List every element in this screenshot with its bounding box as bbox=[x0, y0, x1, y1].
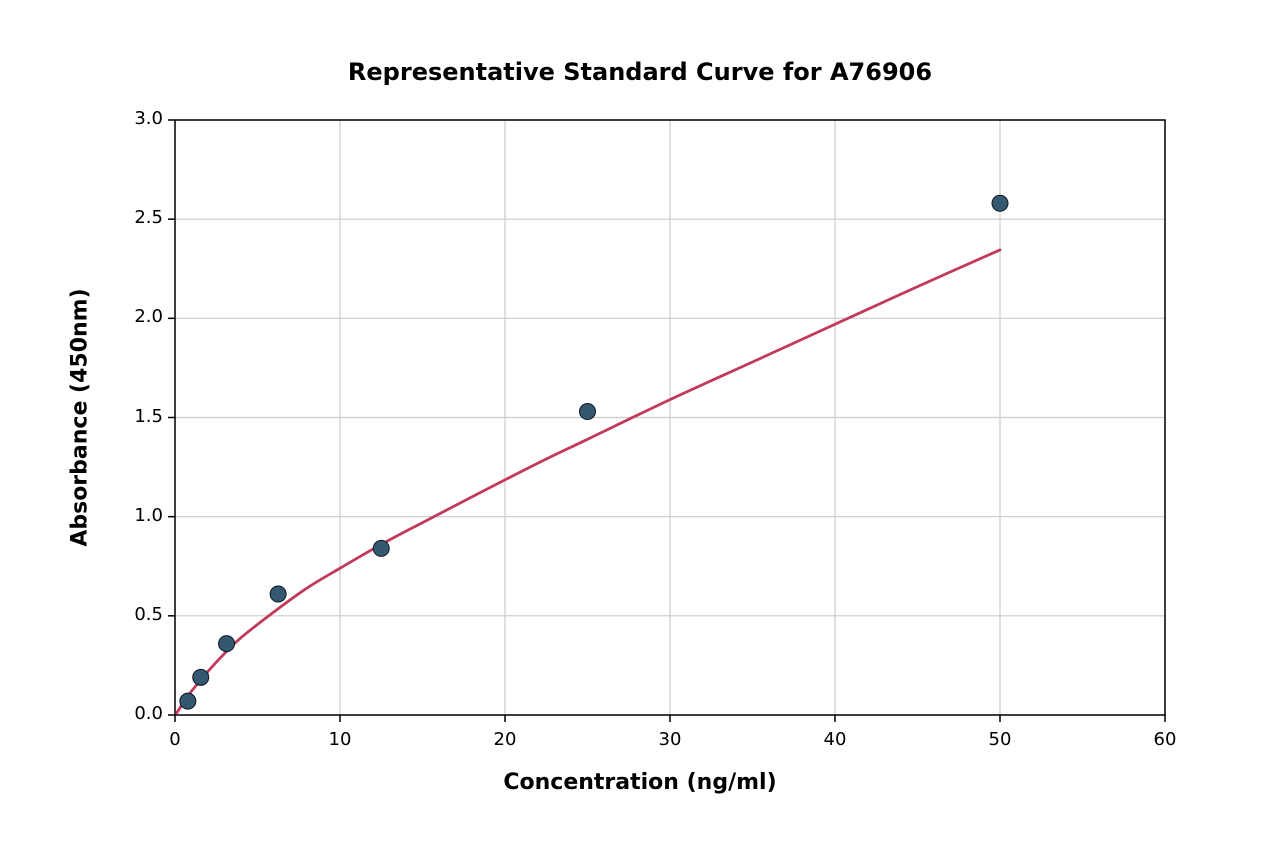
chart-svg bbox=[0, 0, 1280, 845]
fitted-curve bbox=[177, 250, 1000, 713]
data-point bbox=[193, 669, 209, 685]
data-point bbox=[373, 540, 389, 556]
chart-title: Representative Standard Curve for A76906 bbox=[0, 58, 1280, 86]
x-tick-label: 50 bbox=[975, 729, 1025, 750]
y-tick-label: 1.0 bbox=[115, 505, 163, 526]
data-point bbox=[270, 586, 286, 602]
data-point bbox=[219, 636, 235, 652]
x-tick-label: 20 bbox=[480, 729, 530, 750]
chart-container: Representative Standard Curve for A76906… bbox=[0, 0, 1280, 845]
y-tick-label: 0.0 bbox=[115, 703, 163, 724]
x-axis-label: Concentration (ng/ml) bbox=[0, 770, 1280, 795]
y-tick-label: 1.5 bbox=[115, 406, 163, 427]
y-tick-label: 2.0 bbox=[115, 306, 163, 327]
data-point bbox=[580, 404, 596, 420]
x-tick-label: 30 bbox=[645, 729, 695, 750]
data-point bbox=[180, 693, 196, 709]
x-tick-label: 60 bbox=[1140, 729, 1190, 750]
y-tick-label: 3.0 bbox=[115, 108, 163, 129]
y-axis-label: Absorbance (450nm) bbox=[68, 268, 93, 568]
x-tick-label: 0 bbox=[150, 729, 200, 750]
y-tick-label: 2.5 bbox=[115, 207, 163, 228]
x-tick-label: 10 bbox=[315, 729, 365, 750]
data-point bbox=[992, 195, 1008, 211]
x-tick-label: 40 bbox=[810, 729, 860, 750]
y-tick-label: 0.5 bbox=[115, 604, 163, 625]
